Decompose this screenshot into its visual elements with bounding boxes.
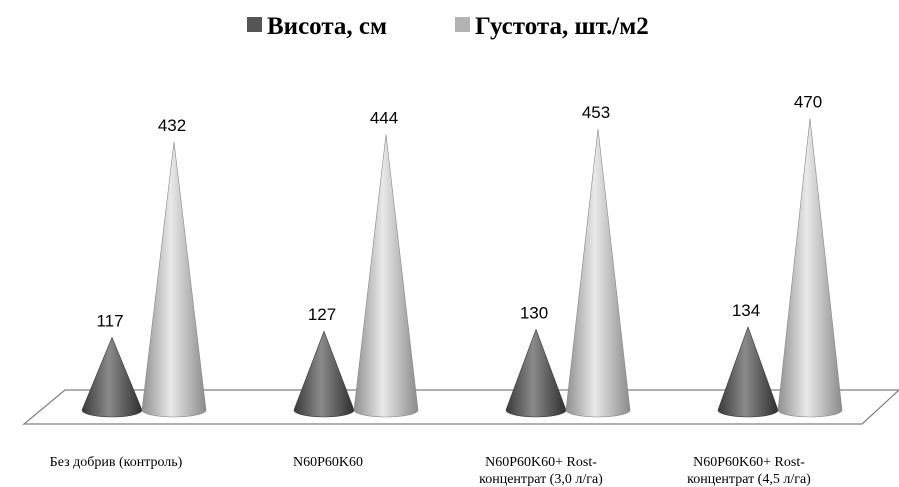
category-label-2: N60P60K60+ Rost-концентрат (3,0 л/га) (479, 455, 603, 487)
cone-body (777, 118, 843, 418)
legend-swatch-height (247, 17, 262, 32)
value-label: 127 (308, 305, 336, 324)
cone-height-3 (717, 325, 779, 418)
cone-body (717, 325, 779, 418)
category-label-0: Без добрив (контроль) (50, 455, 183, 470)
chart-marks: 117 432 127 444 130 453 134 470 (81, 92, 843, 418)
value-label: 444 (370, 109, 398, 128)
cone-density-0 (141, 141, 207, 418)
category-label-3: N60P60K60+ Rost-концентрат (4,5 л/га) (687, 455, 811, 487)
value-label: 453 (582, 103, 610, 122)
cone-body (81, 336, 143, 418)
cone-density-2 (565, 128, 631, 418)
category-label-1: N60P60K60 (293, 455, 363, 470)
value-label: 130 (520, 303, 548, 322)
value-label: 117 (96, 311, 123, 330)
value-label: 134 (732, 301, 760, 320)
cone-height-0 (81, 336, 143, 418)
cone-density-3 (777, 118, 843, 418)
value-label: 470 (794, 92, 822, 111)
legend-swatch-density (455, 17, 470, 32)
cone-height-1 (293, 330, 355, 418)
cone-body (293, 330, 355, 418)
cone-body (565, 128, 631, 418)
cone-density-1 (353, 134, 419, 418)
legend-label-density: Густота, шт./м2 (475, 13, 649, 40)
legend: Висота, см Густота, шт./м2 (247, 13, 649, 40)
value-label: 432 (158, 116, 186, 135)
cone-body (353, 134, 419, 418)
legend-label-height: Висота, см (267, 13, 387, 40)
cone-body (505, 328, 567, 418)
cone-body (141, 141, 207, 418)
cone-height-2 (505, 328, 567, 418)
category-labels: Без добрив (контроль) N60P60K60 N60P60K60+… (50, 455, 812, 487)
